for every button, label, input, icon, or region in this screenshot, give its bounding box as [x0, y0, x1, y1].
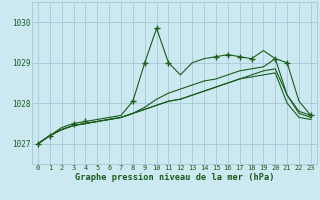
X-axis label: Graphe pression niveau de la mer (hPa): Graphe pression niveau de la mer (hPa)	[75, 173, 274, 182]
